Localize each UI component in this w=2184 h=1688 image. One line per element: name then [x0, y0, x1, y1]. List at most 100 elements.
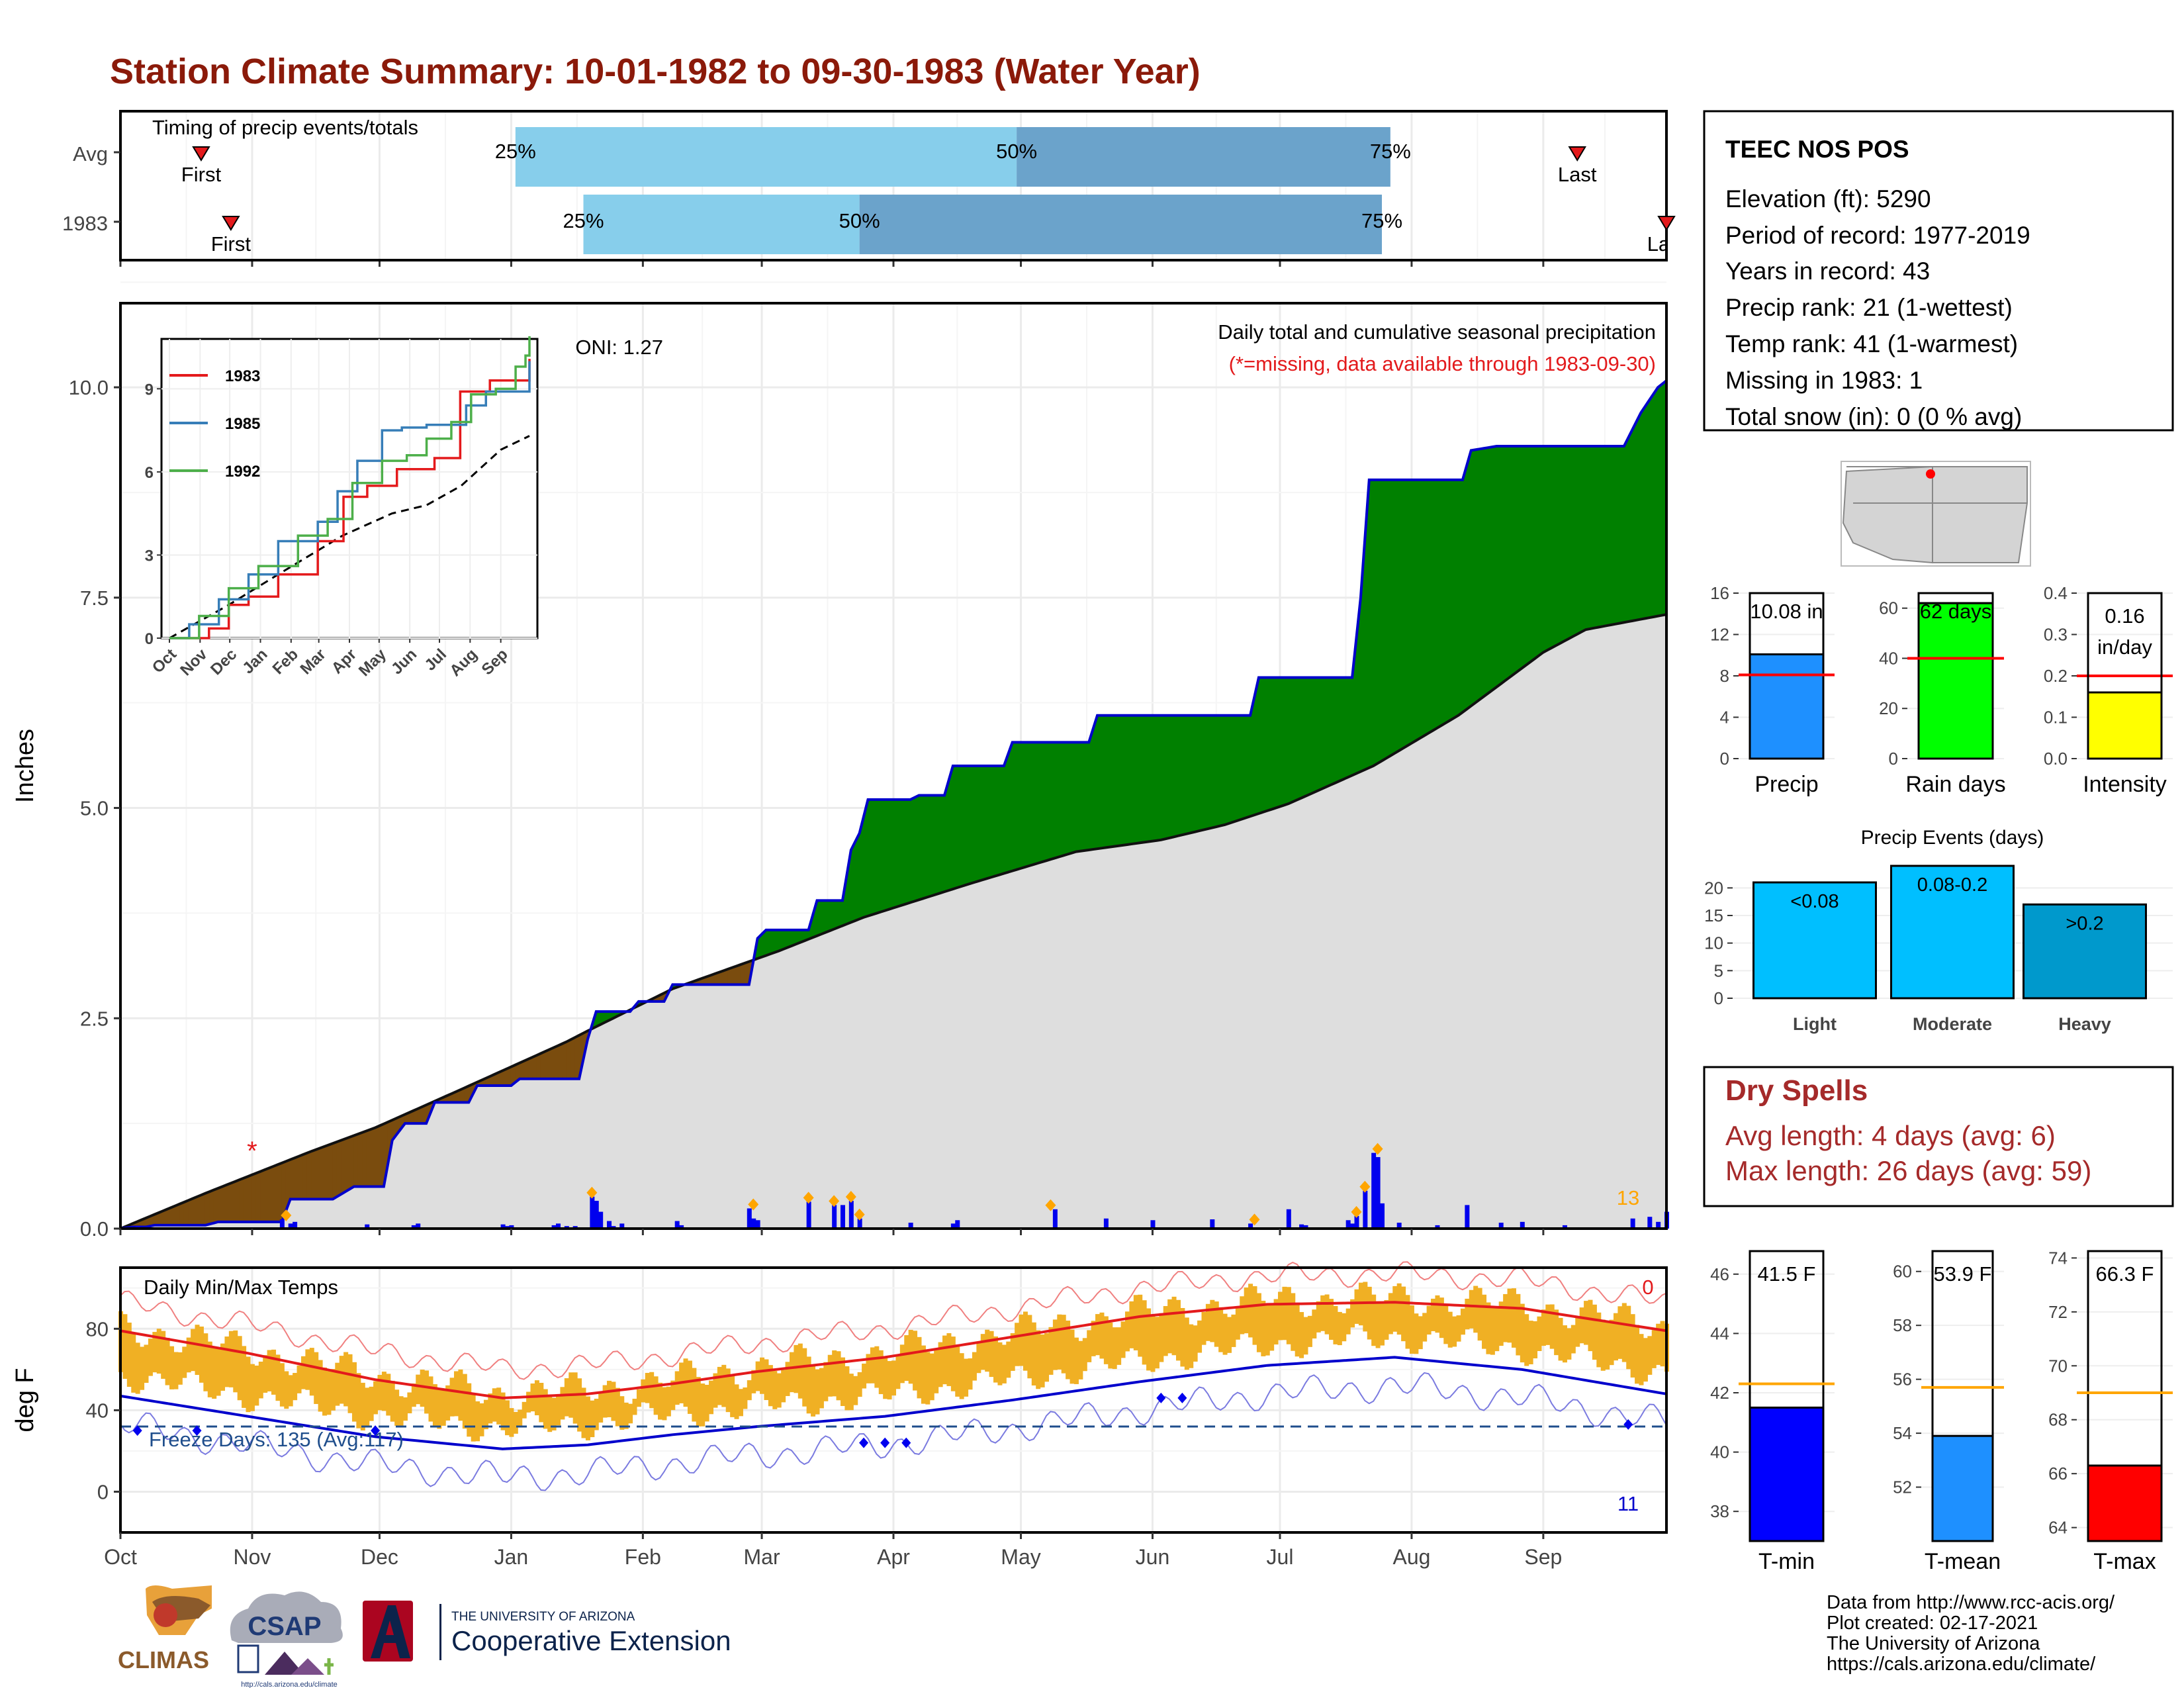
surplus-area	[1203, 715, 1208, 831]
deficit-area	[234, 1179, 240, 1223]
surplus-area	[1504, 445, 1510, 682]
daily-temp-bar	[1511, 1288, 1516, 1348]
daily-precip-bar	[1647, 1217, 1653, 1229]
precip-annotation-missing: (*=missing, data available through 1983-…	[1229, 352, 1656, 375]
daily-temp-bar	[1350, 1299, 1355, 1328]
surplus-area	[1267, 677, 1272, 812]
deficit-area	[328, 1143, 334, 1200]
daily-temp-bar	[343, 1352, 349, 1407]
deficit-area	[379, 1123, 385, 1187]
footer-line: Plot created: 02-17-2021	[1827, 1613, 2038, 1634]
summary-value-box	[2087, 592, 2163, 694]
daily-temp-bar	[581, 1387, 586, 1438]
temp-summary-ytick-label: 44	[1710, 1323, 1729, 1343]
daily-temp-bar	[483, 1399, 488, 1430]
cold-day-marker	[371, 1425, 381, 1436]
daily-temp-bar	[1635, 1325, 1640, 1384]
daily-temp-bar	[390, 1380, 395, 1422]
deficit-area	[740, 962, 745, 985]
daily-temp-bar	[1175, 1299, 1181, 1361]
daily-temp-bar	[751, 1370, 756, 1393]
daily-temp-bar	[1647, 1336, 1653, 1375]
month-tick-label: Sep	[1524, 1545, 1562, 1569]
temp-summary-bar	[1749, 1406, 1825, 1542]
daily-temp-bar	[674, 1371, 680, 1405]
daily-temp-bar	[772, 1371, 778, 1409]
normal-min-line	[120, 1356, 1667, 1450]
timing-bar-early	[515, 127, 1017, 187]
daily-temp-bar	[416, 1374, 421, 1405]
surplus-area	[1288, 677, 1293, 804]
events-category-label: Moderate	[1913, 1014, 1992, 1034]
surplus-area	[1509, 445, 1514, 679]
daily-temp-bar	[1278, 1291, 1283, 1340]
surplus-area	[867, 799, 873, 917]
surplus-area	[1199, 715, 1204, 831]
deficit-area	[192, 1196, 198, 1226]
daily-temp-bar	[1193, 1325, 1198, 1362]
cold-day-marker	[859, 1437, 869, 1448]
month-tick-label: Oct	[104, 1545, 137, 1569]
daily-temp-bar	[1312, 1309, 1317, 1338]
daily-temp-bar	[1159, 1313, 1164, 1362]
daily-temp-bar	[140, 1346, 145, 1390]
daily-temp-bar	[1528, 1321, 1533, 1364]
daily-temp-bar	[819, 1368, 824, 1409]
first-event-marker	[222, 216, 240, 231]
daily-temp-bar	[195, 1325, 200, 1376]
summary-ytick-label: 12	[1710, 625, 1729, 645]
surplus-area	[1262, 677, 1268, 813]
surplus-area	[1109, 715, 1115, 848]
temp-summary-ytick-label: 64	[2048, 1518, 2068, 1538]
surplus-area	[1598, 445, 1604, 628]
daily-precip-bar	[1350, 1223, 1355, 1229]
daily-temp-bar	[1405, 1295, 1410, 1349]
surplus-area	[1594, 445, 1599, 629]
daily-temp-bar	[1320, 1295, 1326, 1331]
surplus-area	[1220, 715, 1226, 827]
temp-summary-panel: 64 66 68 70 72 74 66.3 F T-max	[2048, 1244, 2173, 1574]
daily-temp-bar	[713, 1373, 718, 1408]
daily-temp-bar	[156, 1329, 161, 1374]
daily-temp-bar	[1477, 1288, 1482, 1341]
surplus-area	[1156, 715, 1161, 841]
temp-summary-ytick-label: 74	[2048, 1248, 2068, 1268]
daily-temp-bar	[1154, 1317, 1160, 1369]
footer-credits: Data from http://www.rcc-acis.org/ Plot …	[1827, 1593, 2115, 1675]
temp-summary-ytick-label: 58	[1893, 1315, 1912, 1335]
daily-temp-bar	[1460, 1308, 1465, 1335]
daily-precip-bar	[1303, 1225, 1308, 1229]
daily-temp-bar	[1129, 1301, 1134, 1348]
daily-temp-bar	[921, 1345, 926, 1404]
summary-bar-panels: 0 4 8 12 16 10.08 in Precip 0 20 40 60 62 days Rain …	[1710, 583, 2173, 797]
surplus-area	[1309, 677, 1314, 795]
daily-temp-bar	[275, 1354, 281, 1401]
daily-precip-bar	[1562, 1225, 1567, 1229]
station-name: TEEC NOS POS	[1725, 136, 1909, 163]
daily-temp-bar	[577, 1378, 582, 1432]
inset-ytick-label: 3	[145, 547, 154, 565]
surplus-area	[1021, 741, 1026, 869]
daily-temp-bar	[1150, 1315, 1156, 1372]
summary-value-box	[1917, 592, 1994, 604]
cold-day-marker	[880, 1437, 890, 1448]
daily-temp-bar	[1409, 1305, 1414, 1354]
daily-temp-bar	[993, 1336, 999, 1383]
daily-temp-bar	[917, 1336, 922, 1399]
daily-temp-bar	[441, 1390, 446, 1426]
surplus-area	[1373, 479, 1379, 767]
daily-temp-bar	[505, 1400, 510, 1436]
daily-temp-bar	[1549, 1304, 1555, 1349]
dry-spells-max: Max length: 26 days (avg: 59)	[1725, 1155, 2091, 1186]
surplus-area	[1246, 715, 1251, 819]
daily-temp-bar	[602, 1385, 608, 1418]
surplus-area	[1122, 715, 1128, 846]
surplus-area	[1547, 445, 1553, 651]
events-ytick-label: 20	[1704, 878, 1723, 898]
daily-temp-bar	[284, 1371, 289, 1409]
daily-temp-bar	[467, 1383, 472, 1437]
first-event-label: First	[181, 163, 222, 186]
daily-temp-bar	[246, 1356, 251, 1413]
daily-temp-bar	[177, 1352, 183, 1385]
surplus-area	[770, 929, 775, 955]
